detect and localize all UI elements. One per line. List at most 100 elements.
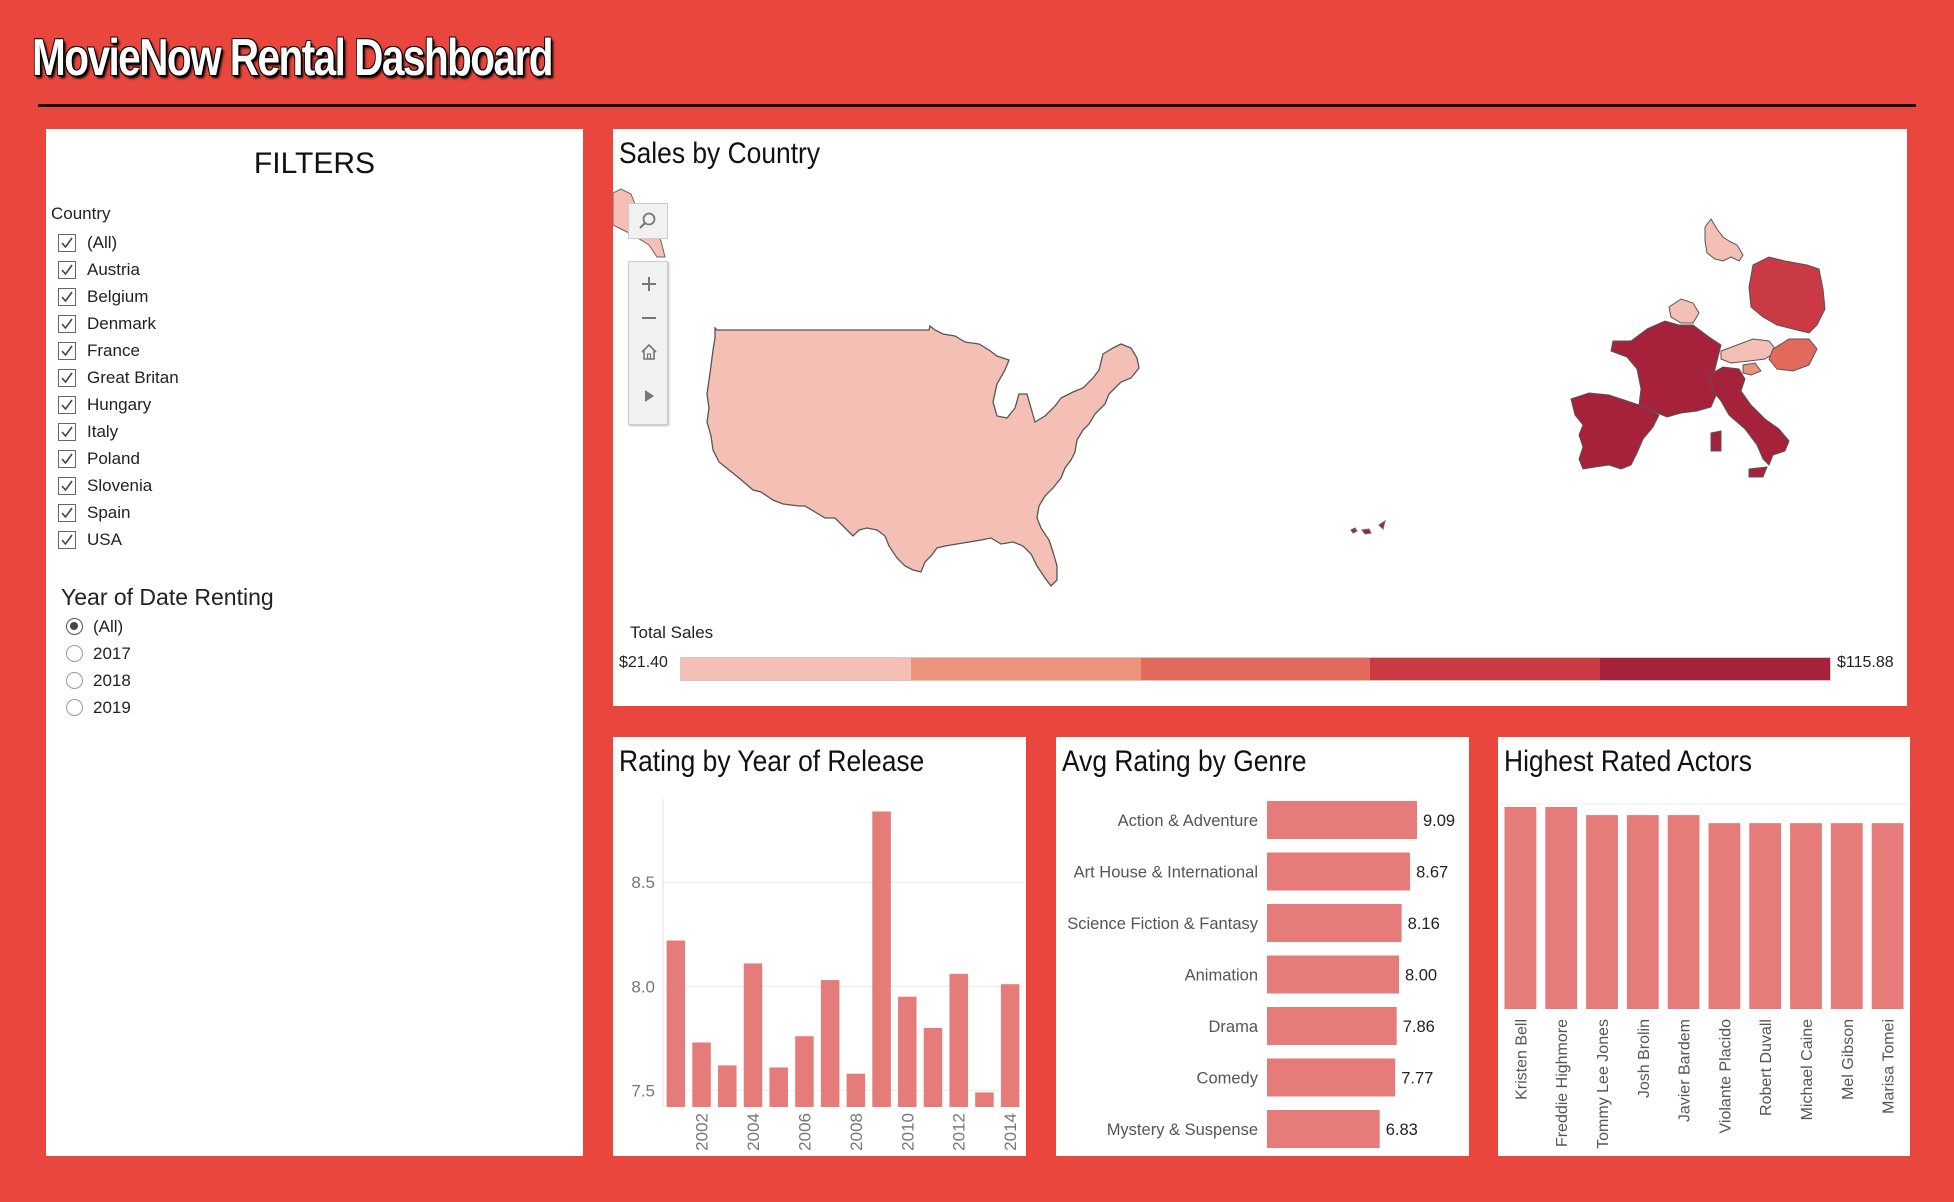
checkbox[interactable] — [58, 395, 76, 414]
actor-bar-violante-placido[interactable] — [1708, 823, 1741, 1009]
checkbox[interactable] — [58, 476, 76, 495]
checkbox[interactable] — [58, 422, 76, 441]
radio-button[interactable] — [66, 645, 83, 662]
year-bar-2002[interactable] — [692, 1042, 711, 1107]
checkbox[interactable] — [58, 530, 76, 549]
year-option-2019[interactable]: 2019 — [66, 694, 131, 721]
genre-bar-drama[interactable] — [1267, 1007, 1397, 1045]
country-option-belgium[interactable]: Belgium — [58, 283, 179, 310]
country-option-usa[interactable]: USA — [58, 526, 179, 553]
country-option-great-britan[interactable]: Great Britan — [58, 364, 179, 391]
year-bar-2005[interactable] — [769, 1067, 788, 1107]
legend-step-2 — [910, 658, 1141, 680]
home-icon — [641, 343, 657, 360]
country-filter-list: (All) Austria Belgium Denmark France Great Br… — [58, 229, 179, 553]
country-filter-label: Country — [51, 204, 111, 223]
year-bar-2011[interactable] — [923, 1027, 943, 1107]
year-bar-2014[interactable] — [1000, 984, 1020, 1107]
genre-value-label: 7.86 — [1403, 1018, 1435, 1036]
actor-bar-tommy-lee-jones[interactable] — [1586, 815, 1618, 1009]
country-option-france[interactable]: France — [58, 337, 179, 364]
actor-bar-freddie-highmore[interactable] — [1545, 807, 1578, 1009]
actor-bar-javier-bardem[interactable] — [1667, 815, 1700, 1009]
checkbox[interactable] — [58, 314, 76, 333]
checkmark-icon — [61, 318, 73, 329]
country-option-all[interactable]: (All) — [58, 229, 179, 256]
actor-bar-josh-brolin[interactable] — [1626, 815, 1659, 1009]
year-bar-2013[interactable] — [975, 1092, 994, 1107]
genre-bar-science-fiction-fantasy[interactable] — [1267, 904, 1402, 942]
legend-step-5 — [1600, 658, 1830, 680]
map-search-button[interactable] — [628, 203, 668, 239]
checkmark-icon — [61, 507, 73, 518]
genre-bar-mystery-suspense[interactable] — [1267, 1110, 1380, 1148]
year-bar-2012[interactable] — [949, 973, 968, 1107]
year-bar-2008[interactable] — [846, 1073, 866, 1107]
year-bar-2006[interactable] — [795, 1036, 814, 1107]
country-option-denmark[interactable]: Denmark — [58, 310, 179, 337]
map-toolbar — [628, 203, 668, 429]
genre-bar-comedy[interactable] — [1267, 1058, 1396, 1097]
minus-icon — [642, 317, 656, 319]
genre-label: Mystery & Suspense — [1107, 1121, 1258, 1139]
year-option-2017[interactable]: 2017 — [66, 640, 131, 667]
genre-bar-action-adventure[interactable] — [1267, 801, 1417, 839]
country-option-italy[interactable]: Italy — [58, 418, 179, 445]
y-tick-label: 7.5 — [631, 1081, 655, 1100]
year-bar-2004[interactable] — [743, 963, 763, 1107]
checkbox[interactable] — [58, 341, 76, 360]
genre-value-label: 8.16 — [1408, 915, 1440, 933]
avg-rating-by-genre-chart: Action & Adventure 9.09 Art House & Intern… — [1067, 801, 1455, 1148]
map-belgium — [1668, 298, 1700, 324]
country-option-spain[interactable]: Spain — [58, 499, 179, 526]
checkbox[interactable] — [58, 503, 76, 522]
year-bar-2007[interactable] — [820, 980, 840, 1107]
actors-title: Highest Rated Actors — [1504, 745, 1752, 778]
sales-color-legend — [680, 657, 1831, 681]
zoom-out-button[interactable] — [629, 300, 669, 336]
year-option-2018[interactable]: 2018 — [66, 667, 131, 694]
x-tick-label: 2010 — [898, 1113, 917, 1151]
year-bar-2009[interactable] — [872, 811, 891, 1107]
actor-name-label: Kristen Bell — [1513, 1019, 1530, 1100]
actor-bar-robert-duvall[interactable] — [1749, 823, 1782, 1009]
year-bar-2001[interactable] — [666, 940, 686, 1107]
sales-map — [613, 188, 1826, 587]
checkbox[interactable] — [58, 260, 76, 279]
country-option-label: France — [87, 340, 140, 360]
country-option-hungary[interactable]: Hungary — [58, 391, 179, 418]
genre-bar-animation[interactable] — [1267, 955, 1400, 994]
country-option-austria[interactable]: Austria — [58, 256, 179, 283]
year-option-label: 2018 — [93, 670, 131, 690]
country-option-slovenia[interactable]: Slovenia — [58, 472, 179, 499]
radio-button[interactable] — [66, 618, 83, 635]
checkbox[interactable] — [58, 449, 76, 468]
year-bar-2003[interactable] — [718, 1065, 737, 1107]
genre-label: Art House & International — [1074, 864, 1258, 882]
zoom-in-button[interactable] — [629, 266, 669, 302]
play-icon — [645, 390, 654, 402]
year-option-all[interactable]: (All) — [66, 613, 131, 640]
country-option-poland[interactable]: Poland — [58, 445, 179, 472]
reset-map-button[interactable] — [629, 334, 669, 370]
radio-button[interactable] — [66, 672, 83, 689]
x-tick-label: 2002 — [693, 1113, 712, 1151]
map-france — [1610, 320, 1722, 418]
country-option-label: Spain — [87, 502, 131, 522]
actor-bar-mel-gibson[interactable] — [1830, 823, 1863, 1009]
actor-bar-michael-caine[interactable] — [1790, 823, 1822, 1009]
genre-bar-art-house-international[interactable] — [1267, 852, 1411, 891]
actor-name-label: Mel Gibson — [1840, 1019, 1857, 1100]
radio-button[interactable] — [66, 699, 83, 716]
genre-label: Animation — [1185, 967, 1258, 985]
checkmark-icon — [61, 291, 73, 302]
genre-value-label: 8.00 — [1405, 967, 1437, 985]
year-option-label: (All) — [93, 616, 124, 636]
checkbox[interactable] — [58, 233, 76, 252]
year-bar-2010[interactable] — [898, 996, 917, 1107]
checkbox[interactable] — [58, 287, 76, 306]
map-expand-button[interactable] — [629, 378, 669, 414]
actor-bar-marisa-tomei[interactable] — [1871, 823, 1904, 1009]
checkbox[interactable] — [58, 368, 76, 387]
actor-bar-kristen-bell[interactable] — [1504, 807, 1537, 1009]
